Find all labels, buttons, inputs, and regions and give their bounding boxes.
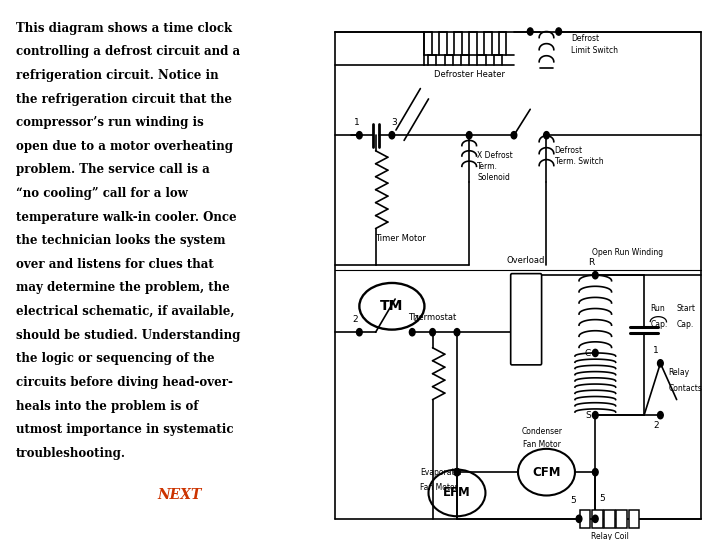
Text: Defrost
Limit Switch: Defrost Limit Switch (571, 35, 618, 55)
Text: Thermostat: Thermostat (408, 313, 456, 322)
Text: heals into the problem is of: heals into the problem is of (16, 400, 198, 413)
Text: Contacts: Contacts (668, 384, 703, 393)
Circle shape (593, 349, 598, 356)
Text: Cap.: Cap. (650, 320, 667, 329)
Bar (629, 510, 639, 528)
Circle shape (454, 469, 460, 476)
Text: 2: 2 (353, 315, 358, 324)
Circle shape (410, 328, 415, 336)
FancyBboxPatch shape (510, 274, 541, 365)
Circle shape (430, 328, 436, 336)
Circle shape (527, 28, 533, 35)
Text: Overload: Overload (507, 256, 545, 265)
Circle shape (389, 132, 395, 139)
Text: Relay Coil: Relay Coil (590, 532, 629, 540)
Text: open due to a motor overheating: open due to a motor overheating (16, 140, 233, 153)
Text: Condenser: Condenser (522, 427, 563, 436)
Text: Defrost
Term. Switch: Defrost Term. Switch (554, 146, 603, 166)
Circle shape (556, 28, 562, 35)
Circle shape (593, 469, 598, 476)
Text: S: S (585, 411, 591, 420)
Text: Start: Start (677, 305, 696, 313)
Text: 5: 5 (570, 496, 576, 505)
Text: electrical schematic, if available,: electrical schematic, if available, (16, 305, 234, 318)
Text: NEXT: NEXT (158, 488, 202, 502)
Text: 1: 1 (654, 346, 660, 355)
Text: Cap.: Cap. (677, 320, 694, 329)
Text: utmost importance in systematic: utmost importance in systematic (16, 423, 233, 436)
Text: circuits before diving head-over-: circuits before diving head-over- (16, 376, 233, 389)
Text: X Defrost
Term.
Solenoid: X Defrost Term. Solenoid (477, 151, 513, 182)
Text: 4: 4 (413, 315, 419, 324)
Text: controlling a defrost circuit and a: controlling a defrost circuit and a (16, 45, 240, 58)
Text: temperature walk-in cooler. Once: temperature walk-in cooler. Once (16, 211, 236, 224)
Text: 5: 5 (599, 494, 605, 503)
Text: Run: Run (650, 305, 665, 313)
Circle shape (593, 515, 598, 523)
Text: Evaporator: Evaporator (420, 468, 463, 477)
Text: EFM: EFM (443, 487, 471, 500)
Text: Fan Motor: Fan Motor (420, 483, 458, 492)
Text: 3: 3 (391, 118, 397, 127)
Bar (592, 510, 603, 528)
Text: refrigeration circuit. Notice in: refrigeration circuit. Notice in (16, 69, 218, 82)
Text: the refrigeration circuit that the: the refrigeration circuit that the (16, 93, 232, 106)
Circle shape (356, 132, 362, 139)
Text: “no cooling” call for a low: “no cooling” call for a low (16, 187, 188, 200)
Text: Fan Motor: Fan Motor (523, 440, 562, 449)
Text: R: R (588, 258, 594, 267)
Circle shape (576, 515, 582, 523)
Circle shape (657, 411, 663, 419)
Text: the logic or sequencing of the: the logic or sequencing of the (16, 352, 215, 365)
Text: Relay: Relay (668, 368, 690, 377)
Text: the technician looks the system: the technician looks the system (16, 234, 225, 247)
Text: over and listens for clues that: over and listens for clues that (16, 258, 214, 271)
Text: CFM: CFM (532, 465, 561, 478)
Text: 1: 1 (354, 118, 360, 127)
Circle shape (511, 132, 517, 139)
Bar (604, 510, 615, 528)
Circle shape (454, 469, 460, 476)
Bar (580, 510, 590, 528)
Text: Open Run Winding: Open Run Winding (593, 248, 663, 257)
Text: problem. The service call is a: problem. The service call is a (16, 164, 210, 177)
Text: Timer Motor: Timer Motor (374, 234, 426, 242)
Circle shape (593, 272, 598, 279)
Circle shape (454, 328, 460, 336)
Text: should be studied. Understanding: should be studied. Understanding (16, 329, 240, 342)
Text: may determine the problem, the: may determine the problem, the (16, 281, 230, 294)
Circle shape (657, 360, 663, 367)
Circle shape (544, 132, 549, 139)
Text: troubleshooting.: troubleshooting. (16, 447, 126, 460)
Bar (616, 510, 627, 528)
Circle shape (593, 411, 598, 419)
Text: 2: 2 (654, 421, 659, 430)
Circle shape (467, 132, 472, 139)
Text: Defroster Heater: Defroster Heater (433, 70, 505, 79)
Text: C: C (585, 348, 591, 357)
Circle shape (356, 328, 362, 336)
Text: This diagram shows a time clock: This diagram shows a time clock (16, 22, 232, 35)
Text: TM: TM (380, 299, 404, 313)
Text: compressor’s run winding is: compressor’s run winding is (16, 116, 204, 129)
